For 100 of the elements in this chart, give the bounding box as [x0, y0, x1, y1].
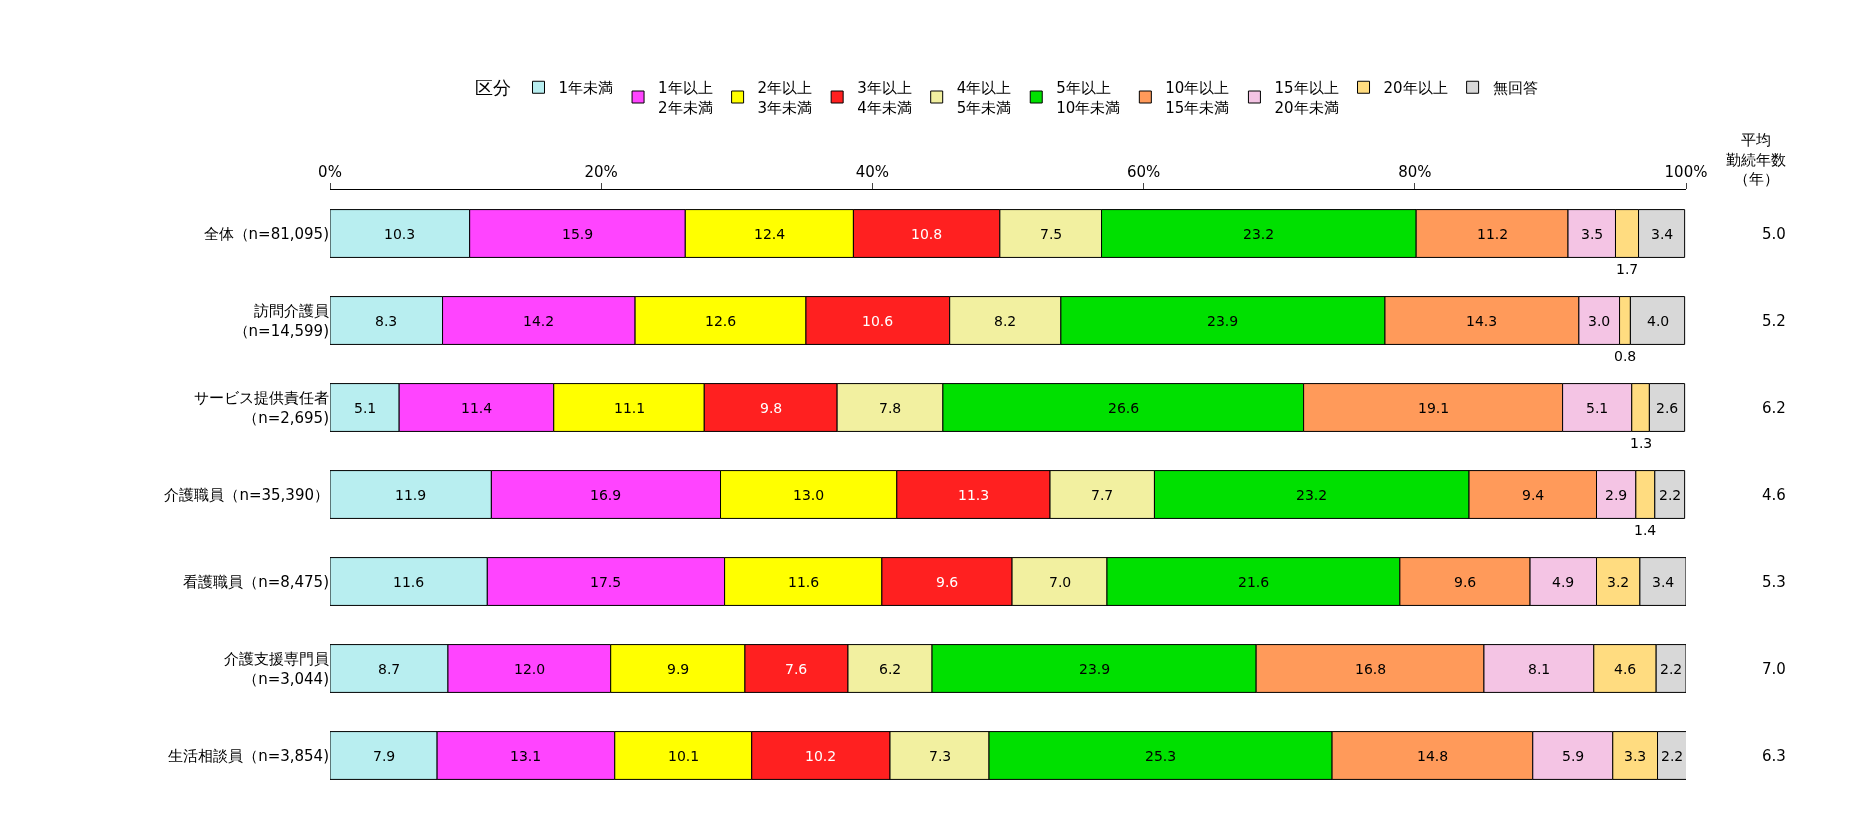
data-label: 11.4 [461, 400, 493, 416]
data-label: 9.6 [936, 574, 959, 590]
legend-label: 3年以上 4年未満 [857, 79, 912, 117]
data-label: 3.2 [1607, 574, 1630, 590]
data-label: 1.7 [1616, 261, 1639, 277]
data-label: 1.4 [1634, 522, 1657, 538]
data-label: 5.1 [354, 400, 377, 416]
legend-label: 20年以上 [1383, 79, 1448, 98]
data-label: 23.9 [1207, 313, 1239, 329]
data-label: 2.2 [1659, 487, 1682, 503]
data-label: 26.6 [1108, 400, 1140, 416]
data-label: 10.1 [668, 748, 700, 764]
legend-label: 4年以上 5年未満 [956, 79, 1012, 117]
x-tick-label: 80% [1398, 163, 1432, 181]
data-label: 5.1 [1586, 400, 1609, 416]
data-label: 10.8 [911, 226, 943, 242]
data-label: 10.3 [384, 226, 416, 242]
data-label: 23.2 [1296, 487, 1328, 503]
data-label: 11.2 [1477, 226, 1509, 242]
data-label: 7.6 [785, 661, 808, 677]
data-label: 12.6 [705, 313, 737, 329]
data-label: 14.8 [1417, 748, 1449, 764]
data-label: 2.9 [1605, 487, 1628, 503]
data-label: 1.3 [1630, 435, 1653, 451]
data-label: 7.3 [929, 748, 952, 764]
data-label: 4.6 [1614, 661, 1637, 677]
data-label: 3.0 [1588, 313, 1611, 329]
data-label: 3.4 [1652, 574, 1675, 590]
text: 4.6 [1762, 486, 1786, 504]
data-label: 2.6 [1656, 400, 1679, 416]
data-label: 9.9 [667, 661, 690, 677]
data-label: 3.3 [1624, 748, 1647, 764]
x-tick-label: 100% [1664, 163, 1708, 181]
legend-label: 5年以上 10年未満 [1056, 79, 1121, 117]
data-label: 17.5 [590, 574, 622, 590]
y-tick-label: サービス提供責任者（n=2,695) [194, 389, 329, 427]
y-tick-label: 訪問介護員（n=14,599) [233, 302, 329, 340]
text: 平均勤続年数（年） [1726, 131, 1786, 188]
legend-label: 2年以上 3年未満 [757, 79, 813, 117]
data-label: 5.9 [1562, 748, 1585, 764]
data-label: 14.3 [1466, 313, 1498, 329]
data-label: 11.3 [958, 487, 990, 503]
data-label: 15.9 [562, 226, 594, 242]
legend-label: 無回答 [1492, 79, 1538, 98]
text: 6.3 [1762, 747, 1786, 765]
data-label: 11.6 [788, 574, 820, 590]
y-tick-label: 生活相談員（n=3,854) [168, 746, 329, 765]
data-label: 2.2 [1660, 661, 1683, 677]
data-label: 21.6 [1238, 574, 1270, 590]
data-label: 8.7 [378, 661, 401, 677]
y-tick-label: 介護支援専門員（n=3,044) [224, 650, 329, 688]
text: 5.0 [1762, 225, 1786, 243]
data-label: 19.1 [1418, 400, 1450, 416]
data-label: 9.4 [1522, 487, 1545, 503]
legend-label: 10年以上 15年未満 [1165, 79, 1230, 117]
data-label: 2.2 [1661, 748, 1684, 764]
text: 5.3 [1762, 573, 1786, 591]
data-label: 9.8 [760, 400, 783, 416]
data-label: 7.8 [879, 400, 902, 416]
x-tick-label: 40% [855, 163, 890, 181]
y-tick-label: 全体（n=81,095) [203, 224, 329, 243]
data-label: 3.5 [1581, 226, 1604, 242]
data-label: 4.0 [1647, 313, 1670, 329]
legend-label: 1年未満 [558, 79, 614, 98]
data-label: 8.1 [1528, 661, 1551, 677]
data-label: 9.6 [1454, 574, 1477, 590]
data-label: 7.9 [373, 748, 396, 764]
data-label: 16.8 [1355, 661, 1387, 677]
data-label: 12.4 [754, 226, 786, 242]
y-tick-label: 介護職員（n=35,390） [164, 485, 329, 504]
data-label: 11.1 [614, 400, 646, 416]
data-label: 10.2 [805, 748, 837, 764]
x-tick-label: 60% [1126, 163, 1161, 181]
data-label: 23.9 [1079, 661, 1111, 677]
data-label: 7.0 [1049, 574, 1072, 590]
data-label: 14.2 [523, 313, 555, 329]
x-tick-label: 20% [584, 163, 618, 181]
text: 6.2 [1762, 399, 1786, 417]
data-label: 0.8 [1614, 348, 1637, 364]
legend-label: 1年以上 2年未満 [658, 79, 713, 117]
data-label: 13.0 [793, 487, 825, 503]
data-label: 10.6 [862, 313, 894, 329]
y-tick-label: 看護職員（n=8,475) [183, 572, 329, 591]
data-label: 8.3 [375, 313, 398, 329]
data-label: 13.1 [510, 748, 542, 764]
data-label: 7.7 [1091, 487, 1114, 503]
data-label: 4.9 [1552, 574, 1575, 590]
data-label: 6.2 [879, 661, 902, 677]
data-label: 8.2 [994, 313, 1017, 329]
x-tick-label: 0% [318, 163, 342, 181]
data-label: 25.3 [1145, 748, 1177, 764]
legend-title: 区分 [474, 77, 511, 99]
text: 7.0 [1762, 660, 1786, 678]
legend-label: 15年以上 20年未満 [1274, 79, 1339, 117]
data-label: 12.0 [514, 661, 546, 677]
data-label: 3.4 [1651, 226, 1674, 242]
data-label: 11.6 [393, 574, 425, 590]
data-label: 23.2 [1243, 226, 1275, 242]
data-label: 7.5 [1040, 226, 1063, 242]
data-label: 11.9 [395, 487, 427, 503]
